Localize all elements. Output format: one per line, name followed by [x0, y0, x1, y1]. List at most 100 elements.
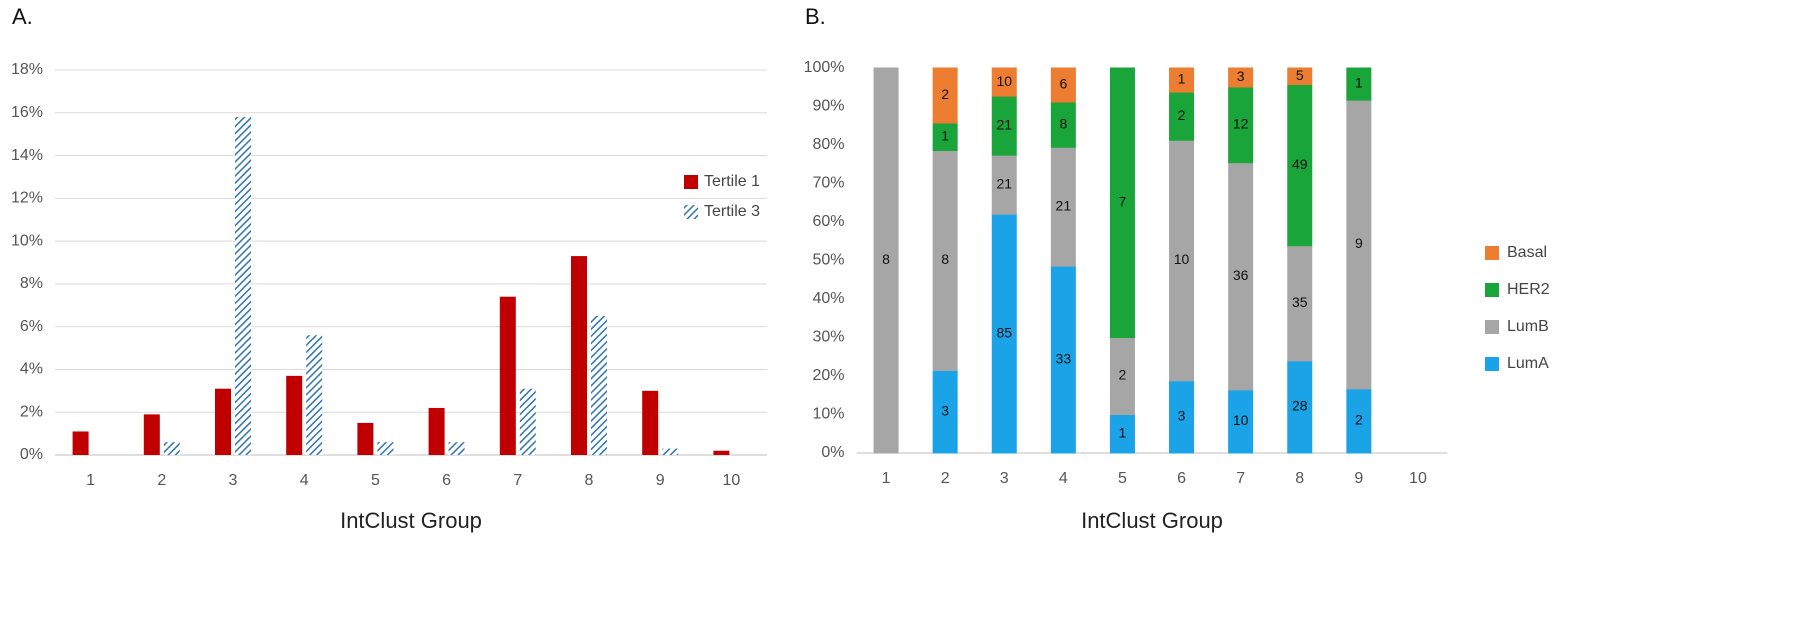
y-tick-label: 80% — [812, 136, 844, 153]
bar — [286, 375, 303, 455]
data-label: 1 — [941, 127, 949, 143]
data-label: 49 — [1292, 156, 1308, 172]
bar-segment — [991, 95, 1017, 156]
bar-segment — [1228, 67, 1254, 88]
bar-segment — [1050, 265, 1076, 454]
data-label: 1 — [1178, 71, 1186, 87]
x-tick-label: 2 — [941, 470, 950, 487]
y-tick-label: 50% — [812, 252, 844, 269]
x-tick-label: 10 — [1409, 470, 1427, 487]
data-label: 8 — [882, 251, 890, 267]
data-label: 8 — [1059, 115, 1067, 131]
legend-swatch — [1485, 246, 1499, 260]
x-tick-label: 1 — [882, 470, 891, 487]
x-axis-title: IntClust Group — [1081, 508, 1223, 533]
y-tick-label: 10% — [11, 232, 43, 249]
legend-swatch — [1485, 320, 1499, 334]
x-tick-label: 7 — [1236, 470, 1245, 487]
panel-label: B. — [805, 4, 826, 29]
data-label: 5 — [1296, 67, 1304, 83]
data-label: 85 — [996, 324, 1012, 340]
bar — [215, 388, 231, 455]
data-label: 6 — [1059, 76, 1067, 92]
bar — [591, 315, 607, 455]
y-tick-label: 6% — [20, 318, 43, 335]
x-tick-label: 8 — [1295, 470, 1304, 487]
data-label: 10 — [996, 73, 1012, 89]
bar — [306, 335, 323, 455]
bar-segment — [1169, 380, 1195, 454]
y-tick-label: 30% — [812, 329, 844, 346]
bar-segment — [1169, 67, 1195, 93]
bar — [448, 442, 465, 455]
y-tick-label: 70% — [812, 175, 844, 192]
data-label: 21 — [996, 175, 1012, 191]
legend-swatch — [684, 205, 698, 219]
y-tick-label: 100% — [804, 59, 845, 76]
data-label: 9 — [1355, 235, 1363, 251]
bar-segment — [1109, 414, 1135, 454]
bar-segment — [1050, 146, 1076, 267]
data-label: 12 — [1233, 116, 1249, 132]
data-label: 21 — [1056, 197, 1072, 213]
legend-swatch — [1485, 357, 1499, 371]
bar — [143, 414, 160, 455]
x-tick-label: 6 — [1177, 470, 1186, 487]
y-tick-label: 60% — [812, 213, 844, 230]
x-tick-label: 5 — [1118, 470, 1127, 487]
bar — [163, 442, 180, 455]
data-label: 33 — [1056, 350, 1072, 366]
y-tick-label: 0% — [821, 444, 844, 461]
legend-label: HER2 — [1507, 281, 1550, 298]
data-label: 7 — [1119, 193, 1127, 209]
bar — [428, 407, 445, 455]
data-label: 28 — [1292, 398, 1308, 414]
legend-label: Tertile 1 — [704, 173, 760, 190]
bar-segment — [873, 67, 899, 454]
data-label: 2 — [1119, 367, 1127, 383]
bar — [713, 450, 730, 455]
bar-segment — [1050, 101, 1076, 148]
data-label: 3 — [941, 402, 949, 418]
y-tick-label: 12% — [11, 190, 43, 207]
y-tick-label: 16% — [11, 104, 43, 121]
bar-segment — [1228, 389, 1254, 454]
bar-segment — [991, 154, 1017, 215]
bar-segment — [1287, 67, 1313, 85]
data-label: 21 — [996, 116, 1012, 132]
bar-segment — [1169, 139, 1195, 382]
y-tick-label: 0% — [20, 446, 43, 463]
x-tick-label: 4 — [1059, 470, 1068, 487]
legend-swatch — [1485, 283, 1499, 297]
data-label: 3 — [1178, 408, 1186, 424]
bar-segment — [1287, 83, 1313, 247]
data-label: 35 — [1292, 294, 1308, 310]
bar-segment — [1109, 67, 1135, 338]
data-label: 2 — [941, 86, 949, 102]
x-tick-label: 6 — [442, 472, 451, 489]
bar-segment — [1228, 86, 1254, 164]
data-label: 3 — [1237, 68, 1245, 84]
bar-segment — [1050, 67, 1076, 103]
bar-segment — [932, 67, 958, 124]
x-tick-label: 3 — [229, 472, 238, 489]
y-tick-label: 18% — [11, 61, 43, 78]
legend-label: LumB — [1507, 318, 1549, 335]
y-tick-label: 8% — [20, 275, 43, 292]
legend-label: Tertile 3 — [704, 203, 760, 220]
bar — [662, 448, 679, 455]
data-label: 10 — [1174, 251, 1190, 267]
x-tick-label: 2 — [157, 472, 166, 489]
x-tick-label: 5 — [371, 472, 380, 489]
bar-segment — [1169, 91, 1195, 141]
legend-label: Basal — [1507, 244, 1547, 261]
bar-segment — [1109, 337, 1135, 415]
y-tick-label: 14% — [11, 147, 43, 164]
bar-segment — [1287, 360, 1313, 454]
y-tick-label: 10% — [812, 406, 844, 423]
x-tick-label: 8 — [585, 472, 594, 489]
x-tick-label: 9 — [1354, 470, 1363, 487]
bar — [499, 296, 516, 455]
bar — [357, 422, 374, 455]
